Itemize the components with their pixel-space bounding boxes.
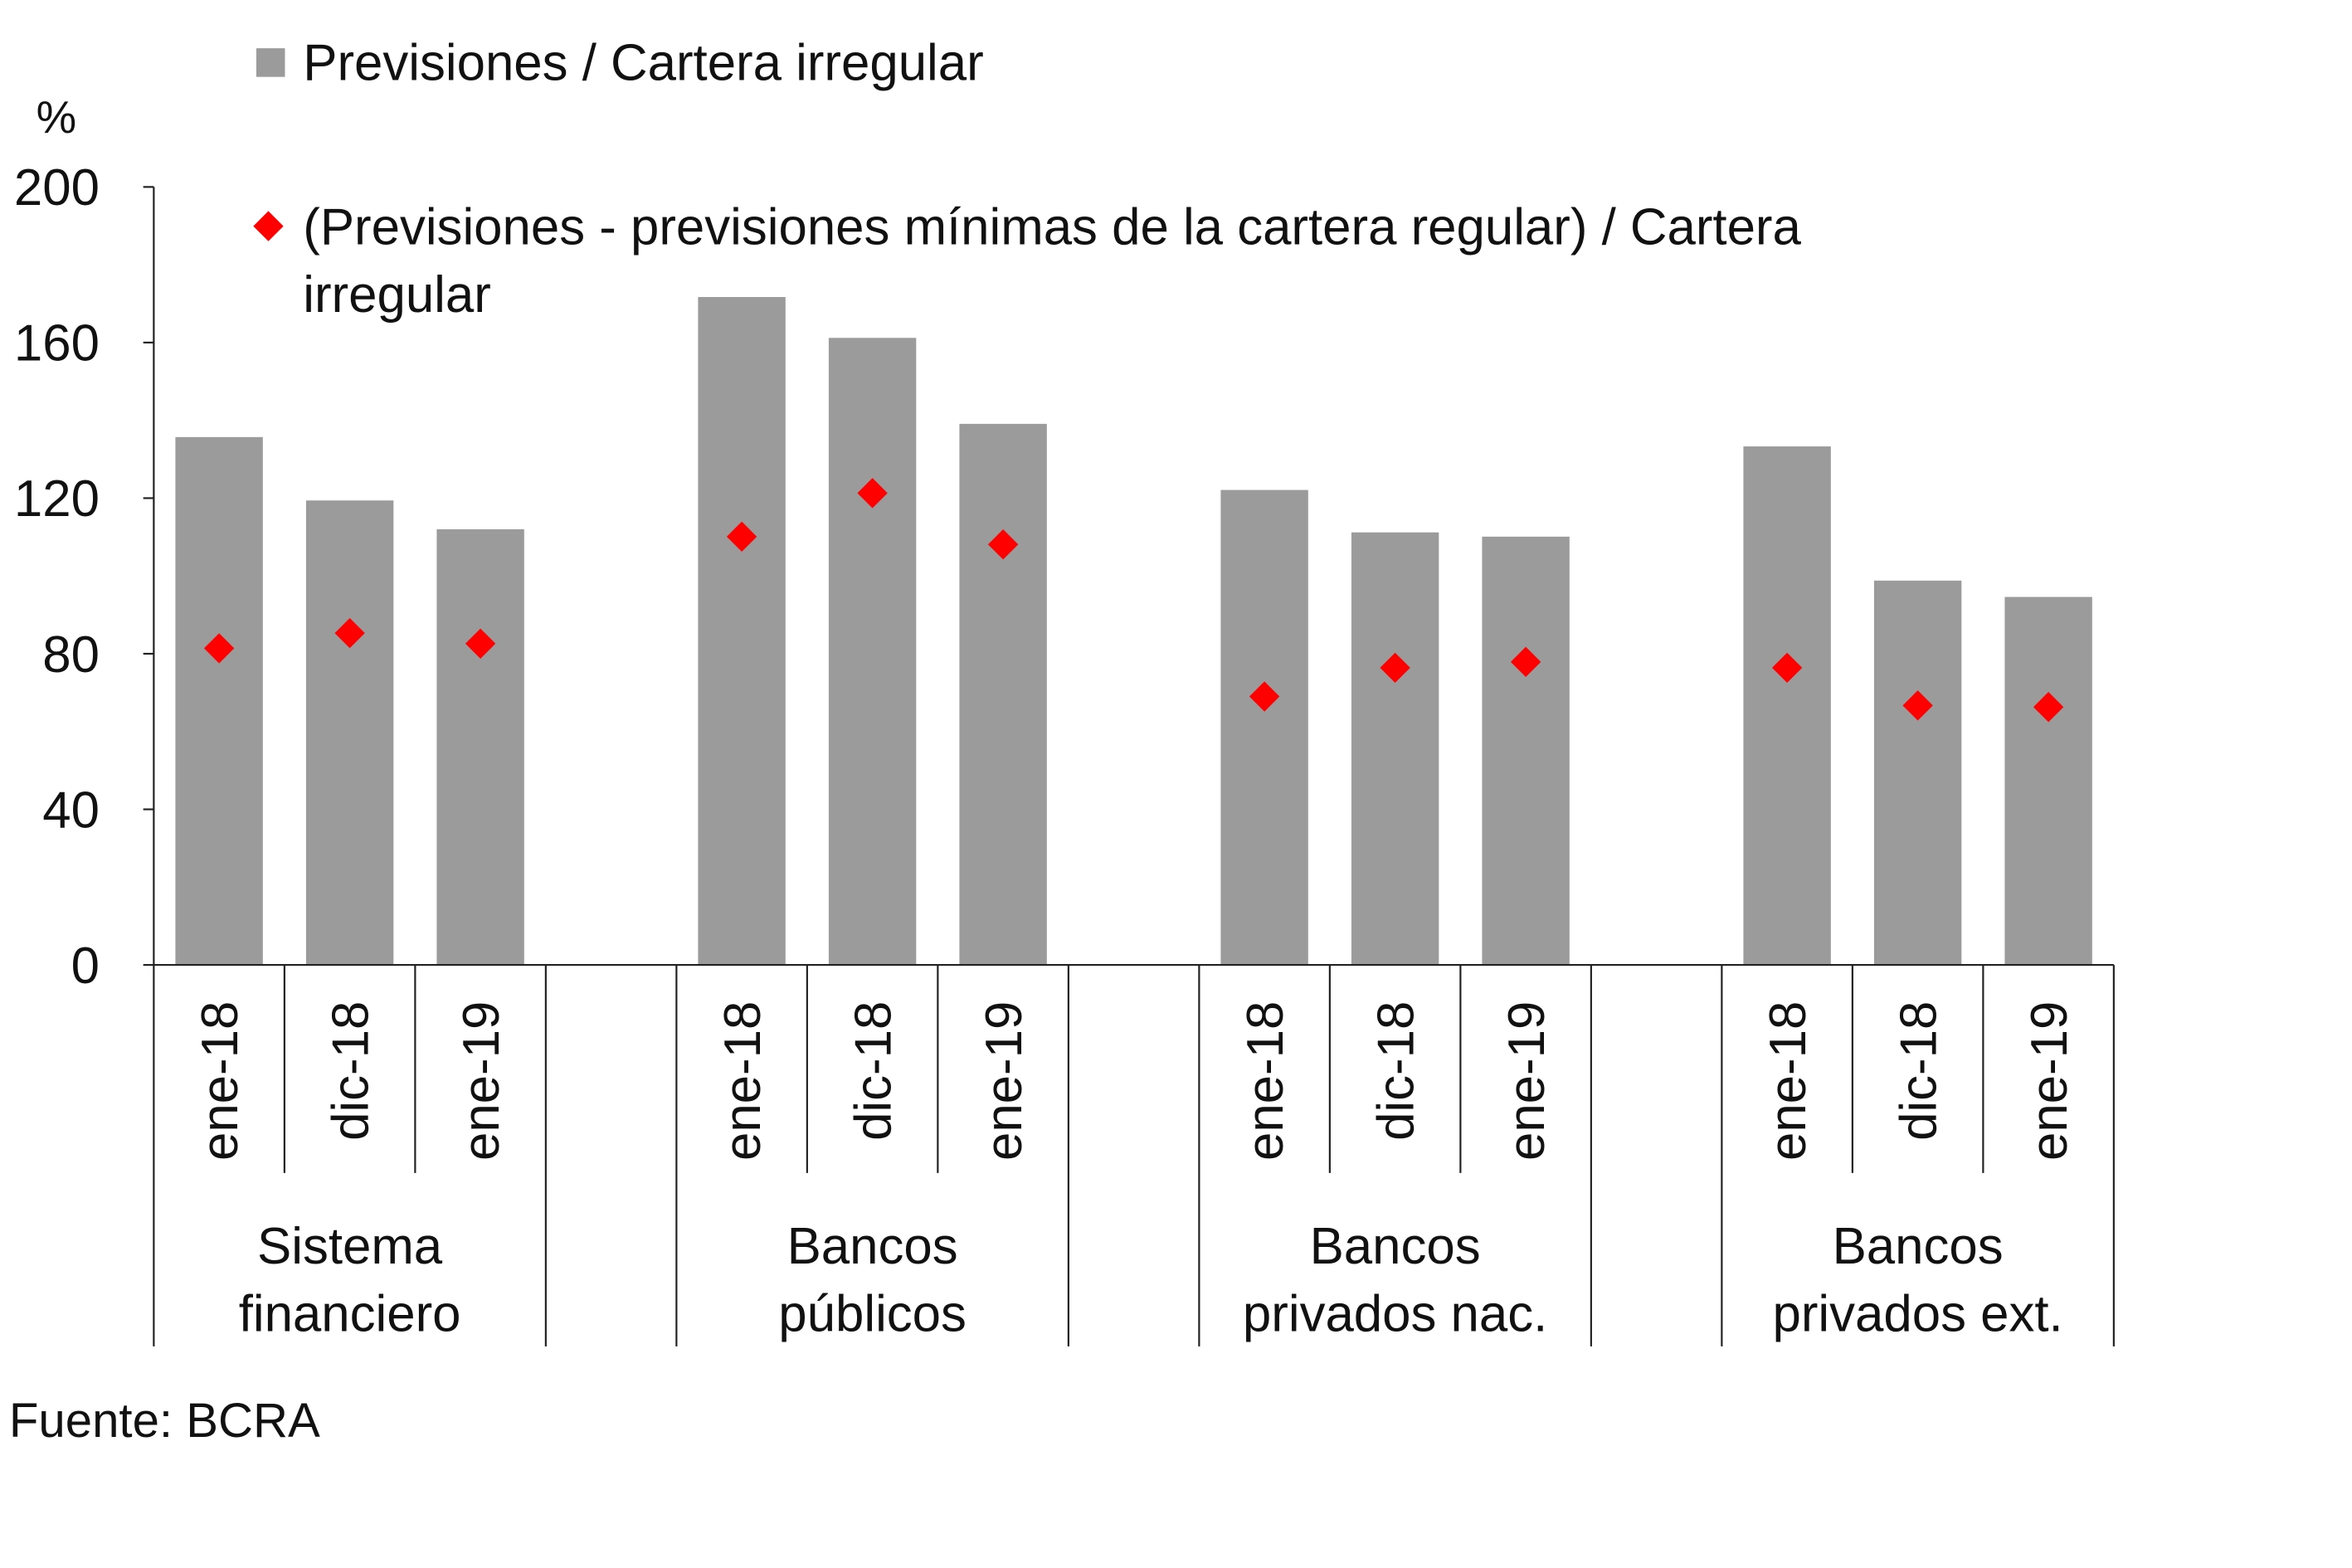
group-label: Sistema bbox=[257, 1218, 443, 1275]
y-axis: 0 40 80 120 160 200 bbox=[14, 159, 155, 995]
y-tick-label: 40 bbox=[42, 782, 100, 839]
bar bbox=[959, 423, 1047, 966]
legend-swatch-bar bbox=[256, 48, 285, 77]
legend-label-diamond-line2: irregular bbox=[303, 266, 491, 324]
x-tick-label: dic-18 bbox=[845, 1001, 902, 1141]
bars bbox=[175, 297, 2092, 966]
x-tick-label: ene-18 bbox=[1760, 1001, 1817, 1161]
group-label: financiero bbox=[239, 1286, 461, 1343]
bar bbox=[175, 436, 263, 966]
bar bbox=[1873, 580, 1962, 966]
legend-label-bar: Previsiones / Cartera irregular bbox=[303, 34, 983, 91]
x-tick-label: dic-18 bbox=[1367, 1001, 1424, 1141]
bar bbox=[436, 528, 524, 966]
y-tick-label: 120 bbox=[14, 470, 100, 528]
diamond-point bbox=[2033, 692, 2064, 723]
bar bbox=[1351, 532, 1439, 966]
diamond-point bbox=[465, 628, 496, 659]
diamond-point bbox=[1249, 681, 1280, 712]
x-tick-label: ene-19 bbox=[453, 1001, 510, 1161]
bar bbox=[1220, 489, 1308, 966]
y-tick-label: 80 bbox=[42, 626, 100, 684]
bar bbox=[1743, 446, 1831, 966]
x-axis: Sistema financiero ene-18 dic-18 ene-19 Banco… bbox=[153, 963, 2115, 1346]
bar bbox=[2004, 597, 2092, 966]
bar bbox=[1482, 536, 1570, 966]
y-tick-label: 0 bbox=[71, 937, 100, 995]
legend-label-diamond-line1: (Previsiones - previsiones mínimas de la… bbox=[303, 198, 1801, 256]
diamond-point bbox=[1380, 652, 1410, 684]
diamond-point bbox=[1510, 646, 1541, 678]
group-label: Bancos bbox=[1310, 1218, 1481, 1275]
legend-swatch-diamond bbox=[253, 211, 284, 241]
y-tick-label: 160 bbox=[14, 315, 100, 373]
source-note: Fuente: BCRA bbox=[9, 1394, 320, 1448]
x-tick-label: ene-19 bbox=[2021, 1001, 2078, 1161]
bar bbox=[305, 500, 394, 966]
diamond-point bbox=[726, 521, 757, 553]
x-tick-label: ene-19 bbox=[976, 1001, 1033, 1161]
bar bbox=[828, 338, 917, 966]
diamond-point bbox=[857, 478, 888, 509]
x-tick-label: dic-18 bbox=[1890, 1001, 1947, 1141]
diamond-point bbox=[203, 633, 235, 664]
x-tick-label: ene-18 bbox=[192, 1001, 249, 1161]
x-tick-label: ene-19 bbox=[1498, 1001, 1556, 1161]
x-tick-label: ene-18 bbox=[1237, 1001, 1294, 1161]
group-label: privados ext. bbox=[1773, 1286, 2063, 1343]
group-label: Bancos bbox=[787, 1218, 958, 1275]
y-tick-label: 200 bbox=[14, 159, 100, 217]
group-label: Bancos bbox=[1833, 1218, 2004, 1275]
diamond-point bbox=[334, 617, 365, 649]
legend: Previsiones / Cartera irregular (Previsi… bbox=[253, 34, 1802, 324]
x-tick-label: ene-18 bbox=[714, 1001, 772, 1161]
group-label: públicos bbox=[778, 1286, 967, 1343]
bar bbox=[698, 297, 786, 966]
group-label: privados nac. bbox=[1243, 1286, 1547, 1343]
y-axis-unit: % bbox=[37, 92, 76, 143]
diamond-point bbox=[987, 529, 1019, 560]
x-tick-label: dic-18 bbox=[322, 1001, 379, 1141]
